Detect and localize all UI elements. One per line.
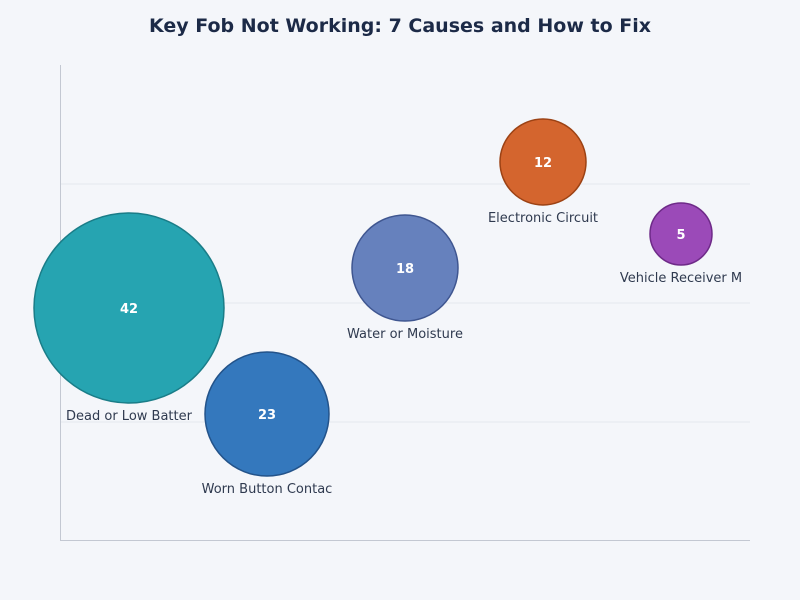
bubble-circle[interactable]: [351, 214, 459, 322]
chart-title: Key Fob Not Working: 7 Causes and How to…: [148, 15, 652, 37]
bubble[interactable]: 12 Electronic Circuit: [488, 118, 598, 226]
bubble-label: Worn Button Contac: [202, 482, 333, 497]
bubble-value: 42: [120, 302, 138, 317]
bubble-circle[interactable]: [499, 118, 587, 206]
bubble-circle[interactable]: [204, 351, 330, 477]
bubble-label: Vehicle Receiver M: [620, 271, 742, 286]
bubble-value: 18: [396, 262, 414, 277]
bubble-circle[interactable]: [33, 212, 225, 404]
bubble-label: Dead or Low Batter: [66, 409, 193, 424]
bubble[interactable]: 42 Dead or Low Batter: [33, 212, 225, 424]
bubble-value: 5: [676, 228, 685, 243]
bubble[interactable]: 18 Water or Moisture: [347, 214, 463, 342]
bubble-label: Electronic Circuit: [488, 211, 598, 226]
bubble-value: 12: [534, 156, 552, 171]
bubble-circle[interactable]: [649, 202, 713, 266]
bubbles: 42 Dead or Low Batter 23 Worn Button Contac…: [33, 118, 742, 497]
bubble[interactable]: 5 Vehicle Receiver M: [620, 202, 742, 286]
bubble-value: 23: [258, 408, 276, 423]
bubble-label: Water or Moisture: [347, 327, 463, 342]
bubble[interactable]: 23 Worn Button Contac: [202, 351, 333, 497]
